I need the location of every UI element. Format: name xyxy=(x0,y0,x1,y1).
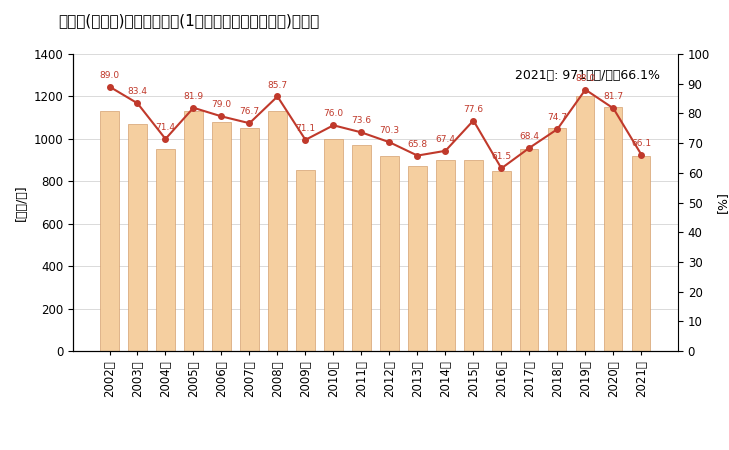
Text: 89.0: 89.0 xyxy=(99,71,120,80)
Bar xyxy=(101,111,119,351)
Y-axis label: [%]: [%] xyxy=(715,192,728,213)
Bar xyxy=(297,170,314,351)
Bar xyxy=(184,111,203,351)
Text: 73.6: 73.6 xyxy=(351,117,372,126)
対全国比（右軸）（右軸） xyxy=(217,114,226,119)
対全国比（右軸）（右軸） xyxy=(273,94,282,99)
Text: 76.7: 76.7 xyxy=(239,107,260,116)
Bar xyxy=(521,149,539,351)
対全国比（右軸）（右軸） xyxy=(497,166,506,171)
対全国比（右軸）（右軸） xyxy=(329,122,338,128)
Line: 対全国比（右軸）（右軸）: 対全国比（右軸）（右軸） xyxy=(106,84,644,171)
Text: 68.4: 68.4 xyxy=(519,132,539,141)
Text: 70.3: 70.3 xyxy=(379,126,399,135)
Text: 65.8: 65.8 xyxy=(408,140,427,148)
対全国比（右軸）（右軸） xyxy=(385,140,394,145)
Bar xyxy=(548,128,566,351)
Bar xyxy=(381,156,399,351)
対全国比（右軸）（右軸） xyxy=(105,84,114,90)
Text: 76.0: 76.0 xyxy=(324,109,343,118)
対全国比（右軸）（右軸） xyxy=(245,121,254,126)
Bar xyxy=(492,171,510,351)
Text: 85.7: 85.7 xyxy=(268,81,287,90)
対全国比（右軸）（右軸） xyxy=(553,126,562,132)
Text: 71.4: 71.4 xyxy=(155,123,176,132)
対全国比（右軸）（右軸） xyxy=(609,106,617,111)
Text: 71.1: 71.1 xyxy=(295,124,316,133)
Bar xyxy=(268,111,286,351)
Bar xyxy=(241,128,259,351)
Bar xyxy=(157,149,174,351)
Bar xyxy=(212,122,230,351)
対全国比（右軸）（右軸） xyxy=(525,145,534,151)
対全国比（右軸）（右軸） xyxy=(581,87,590,92)
Text: 81.7: 81.7 xyxy=(604,92,623,101)
対全国比（右軸）（右軸） xyxy=(441,148,450,153)
Bar xyxy=(128,124,147,351)
Y-axis label: [万円/人]: [万円/人] xyxy=(15,184,28,221)
対全国比（右軸）（右軸） xyxy=(357,130,366,135)
対全国比（右軸）（右軸） xyxy=(413,153,422,158)
Bar xyxy=(408,166,426,351)
対全国比（右軸）（右軸） xyxy=(637,152,646,158)
Text: 66.1: 66.1 xyxy=(631,139,652,148)
Text: 79.0: 79.0 xyxy=(211,100,232,109)
Bar xyxy=(324,139,343,351)
対全国比（右軸）（右軸） xyxy=(301,137,310,143)
対全国比（右軸）（右軸） xyxy=(161,136,170,142)
対全国比（右軸）（右軸） xyxy=(133,101,142,106)
Bar xyxy=(464,160,483,351)
Bar xyxy=(632,156,650,351)
対全国比（右軸）（右軸） xyxy=(189,105,198,110)
Bar xyxy=(604,107,623,351)
Text: 67.4: 67.4 xyxy=(435,135,456,144)
Text: 2021年: 971万円/人，66.1%: 2021年: 971万円/人，66.1% xyxy=(515,69,660,82)
Text: 88.0: 88.0 xyxy=(575,74,596,83)
Text: 77.6: 77.6 xyxy=(464,104,483,113)
Text: 83.4: 83.4 xyxy=(128,87,147,96)
Text: 81.9: 81.9 xyxy=(184,92,203,101)
Text: 74.7: 74.7 xyxy=(547,113,567,122)
Text: 東郷町(愛知県)の労働生産性(1人当たり粗付加価値額)の推移: 東郷町(愛知県)の労働生産性(1人当たり粗付加価値額)の推移 xyxy=(58,14,319,28)
Bar xyxy=(437,160,454,351)
Text: 61.5: 61.5 xyxy=(491,153,512,162)
Legend: 1人当たり粗付加価値額（左軸）, 対全国比（右軸）（右軸）: 1人当たり粗付加価値額（左軸）, 対全国比（右軸）（右軸） xyxy=(177,447,477,450)
対全国比（右軸）（右軸） xyxy=(469,118,477,123)
Bar xyxy=(352,145,370,351)
Bar xyxy=(577,96,594,351)
